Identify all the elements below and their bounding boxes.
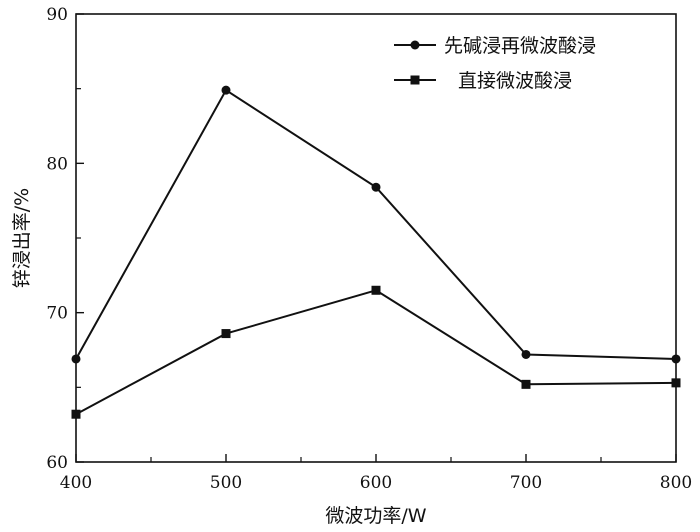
x-tick-label: 400	[60, 473, 92, 493]
legend-marker-square	[410, 75, 420, 85]
series-line	[75, 88, 677, 360]
data-point-square	[221, 329, 231, 339]
y-tick-label: 80	[46, 154, 68, 174]
tick-labels: 400 500 600 700 800 60 70 80 90	[46, 5, 692, 493]
data-point-circle	[671, 354, 681, 364]
legend-marker-circle	[410, 40, 420, 50]
plot-frame	[75, 13, 677, 463]
data-point-square	[671, 378, 681, 388]
x-axis-title: 微波功率/W	[325, 505, 426, 527]
legend: 先碱浸再微波酸浸 直接微波酸浸	[394, 35, 596, 92]
x-tick-label: 700	[510, 473, 542, 493]
data-point-circle	[71, 354, 81, 364]
y-tick-label: 70	[46, 304, 68, 324]
y-tick-label: 60	[46, 453, 68, 473]
x-tick-label: 800	[660, 473, 692, 493]
data-point-square	[71, 409, 81, 419]
legend-label-series-2: 直接微波酸浸	[458, 70, 572, 92]
data-point-circle	[521, 349, 531, 359]
data-point-circle	[371, 182, 381, 192]
legend-label-series-1: 先碱浸再微波酸浸	[444, 35, 596, 57]
axis-ticks	[75, 13, 677, 463]
series-layer	[71, 85, 681, 419]
data-point-circle	[221, 85, 231, 95]
x-tick-label: 600	[360, 473, 392, 493]
data-point-square	[521, 379, 531, 389]
series-2	[71, 285, 681, 419]
data-point-square	[371, 285, 381, 295]
series-line	[75, 289, 677, 416]
y-tick-label: 90	[46, 5, 68, 25]
series-1	[71, 85, 681, 364]
x-tick-label: 500	[210, 473, 242, 493]
y-axis-title: 锌浸出率/%	[11, 188, 33, 288]
